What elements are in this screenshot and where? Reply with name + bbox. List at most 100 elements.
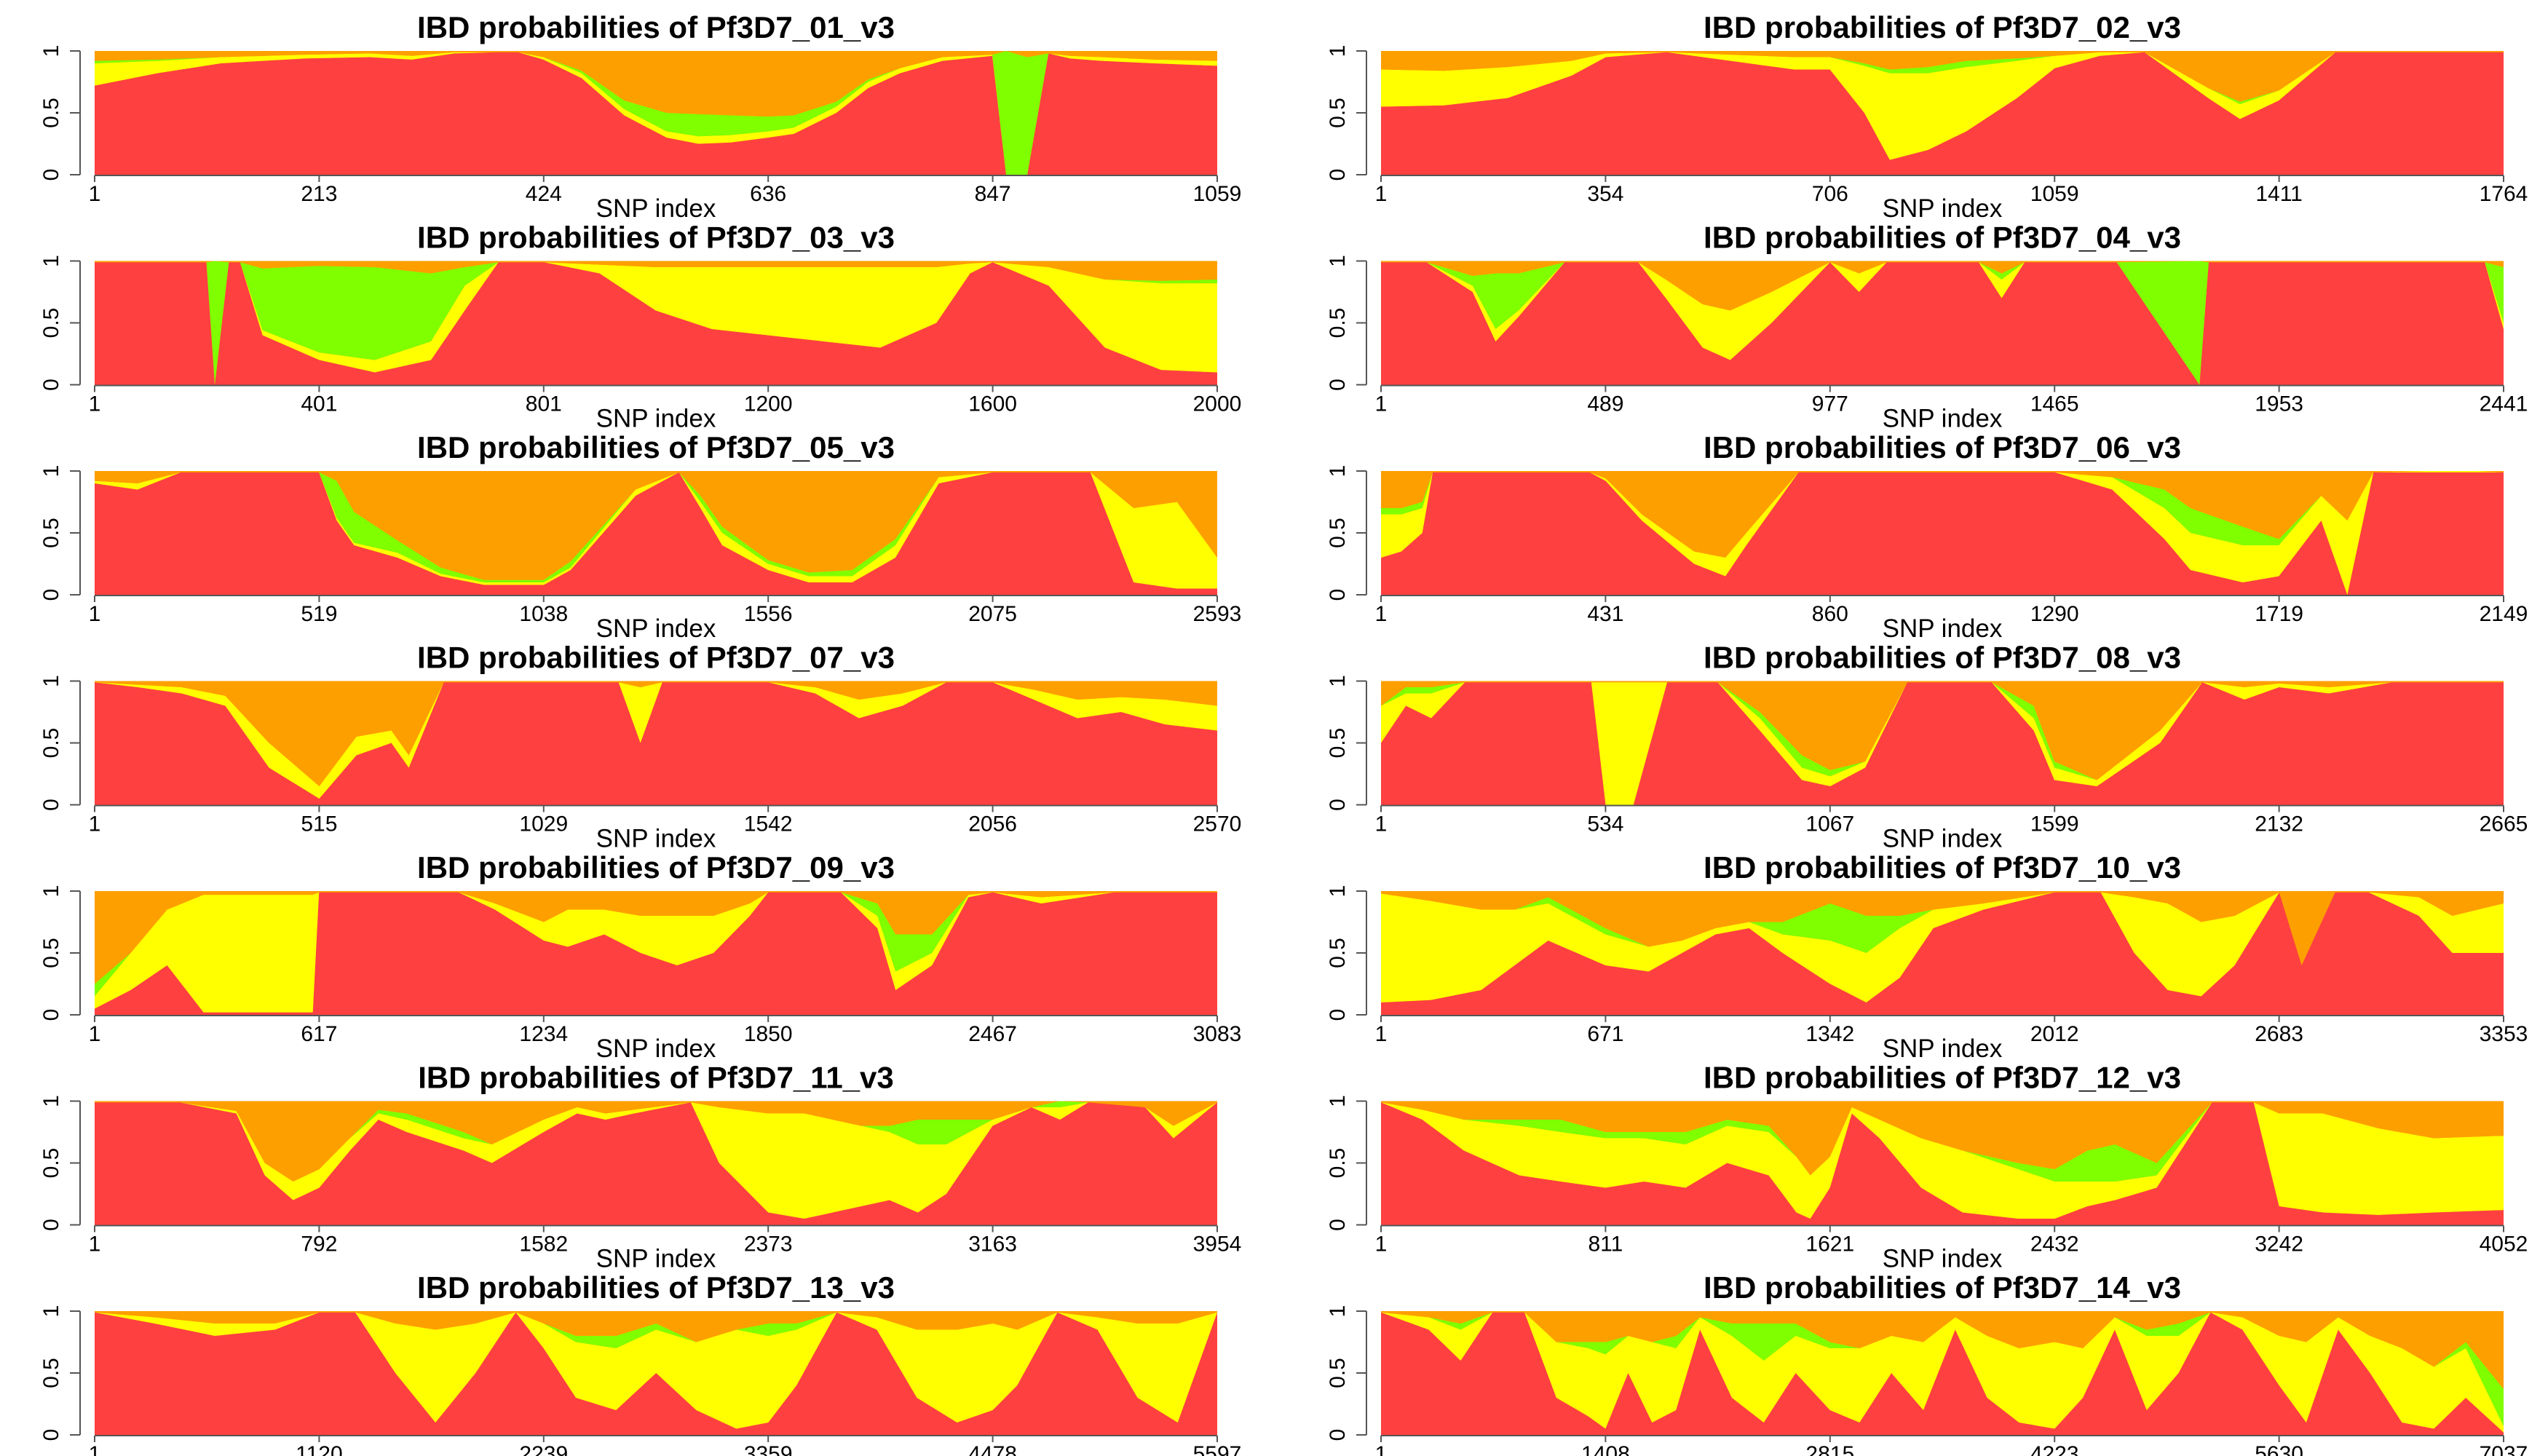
y-tick-label: 0 [1326, 379, 1350, 391]
x-tick-label: 706 [1812, 182, 1848, 206]
x-tick-label: 977 [1812, 392, 1848, 416]
y-tick-label: 0.5 [1326, 308, 1350, 339]
x-axis-label: SNP index [1883, 1455, 2003, 1456]
y-tick-label: 1 [1326, 1305, 1350, 1318]
ibd-area-green [95, 1101, 1217, 1182]
x-tick-label: 1 [89, 392, 101, 416]
x-tick-label: 617 [301, 1022, 337, 1046]
y-tick-label: 0 [39, 1219, 63, 1231]
x-tick-label: 1 [1375, 182, 1388, 206]
x-tick-label: 1542 [744, 812, 793, 836]
ibd-area-red [1381, 1102, 2504, 1225]
ibd-area-yellow [95, 892, 1217, 1013]
y-tick-label: 0 [1326, 589, 1350, 601]
chart-panel: IBD probabilities of Pf3D7_05_v3 0 0.5 1 1 51… [39, 430, 1241, 643]
x-tick-label: 3242 [2255, 1233, 2303, 1257]
x-axis-label: SNP index [596, 1245, 716, 1273]
x-tick-label: 3163 [968, 1233, 1017, 1257]
x-tick-label: 1719 [2255, 602, 2303, 626]
ibd-area-red [1381, 262, 2504, 385]
ibd-area-red [95, 892, 1217, 1015]
x-tick-label: 1 [89, 1442, 101, 1456]
chart-panel: IBD probabilities of Pf3D7_07_v3 0 0.5 1 1 51… [39, 641, 1241, 853]
y-tick-label: 0.5 [39, 938, 63, 968]
ibd-area-yellow [1381, 682, 2504, 805]
plot-title: IBD probabilities of Pf3D7_07_v3 [417, 641, 895, 675]
x-tick-label: 3353 [2480, 1022, 2528, 1046]
x-tick-label: 1038 [519, 602, 568, 626]
y-tick-label: 0 [1326, 1009, 1350, 1021]
ibd-area-yellow [1381, 471, 2504, 595]
x-tick-label: 1059 [1193, 182, 1242, 206]
ibd-area-green [1381, 892, 2504, 965]
ibd-area-yellow [1381, 52, 2504, 160]
x-tick-label: 3083 [1193, 1022, 1242, 1046]
chart-panel: IBD probabilities of Pf3D7_11_v3 0 0.5 1 1 79… [39, 1061, 1241, 1273]
x-tick-label: 4223 [2030, 1442, 2079, 1456]
chart-panel: IBD probabilities of Pf3D7_09_v3 0 0.5 1 1 61… [39, 850, 1241, 1063]
x-tick-label: 1234 [519, 1022, 568, 1046]
chart-panel: IBD probabilities of Pf3D7_14_v3 0 0.5 1 1 14… [1326, 1270, 2528, 1456]
chart-panel: IBD probabilities of Pf3D7_02_v3 0 0.5 1 1 35… [1326, 10, 2528, 223]
y-tick-label: 1 [39, 255, 63, 267]
x-tick-label: 1850 [744, 1022, 793, 1046]
ibd-area-orange [95, 1101, 1217, 1182]
x-tick-label: 3359 [744, 1442, 793, 1456]
ibd-area-red [95, 472, 1217, 595]
x-tick-label: 792 [301, 1233, 337, 1257]
x-tick-label: 1408 [1581, 1442, 1630, 1456]
x-tick-label: 2075 [968, 602, 1017, 626]
x-tick-label: 515 [301, 812, 337, 836]
x-tick-label: 2432 [2030, 1233, 2079, 1257]
x-tick-label: 811 [1588, 1233, 1623, 1257]
x-tick-label: 1 [1375, 602, 1388, 626]
y-tick-label: 1 [39, 885, 63, 898]
x-tick-label: 1582 [519, 1233, 568, 1257]
y-tick-label: 1 [39, 1305, 63, 1318]
y-tick-label: 0.5 [39, 1358, 63, 1388]
x-tick-label: 1599 [2030, 812, 2079, 836]
x-axis-label: SNP index [596, 1034, 716, 1063]
x-tick-label: 7037 [2480, 1442, 2528, 1456]
y-tick-label: 1 [39, 465, 63, 478]
x-tick-label: 2239 [519, 1442, 568, 1456]
ibd-area-orange [1381, 891, 2504, 965]
y-tick-label: 0 [1326, 799, 1350, 811]
x-tick-label: 1059 [2030, 182, 2079, 206]
x-tick-label: 1290 [2030, 602, 2079, 626]
y-tick-label: 0.5 [1326, 938, 1350, 968]
y-tick-label: 0.5 [39, 98, 63, 128]
x-tick-label: 1342 [1805, 1022, 1854, 1046]
x-tick-label: 2373 [744, 1233, 793, 1257]
x-axis-label: SNP index [1883, 194, 2003, 223]
plot-title: IBD probabilities of Pf3D7_01_v3 [417, 10, 895, 44]
x-tick-label: 534 [1587, 812, 1623, 836]
x-axis-label: SNP index [1883, 614, 2003, 643]
x-axis-label: SNP index [596, 194, 716, 223]
ibd-area-red [95, 682, 1217, 805]
x-tick-label: 847 [975, 182, 1011, 206]
x-tick-label: 213 [301, 182, 337, 206]
y-tick-label: 0.5 [1326, 98, 1350, 128]
x-tick-label: 424 [526, 182, 562, 206]
x-tick-label: 1 [1375, 392, 1388, 416]
x-tick-label: 1 [89, 182, 101, 206]
ibd-area-orange [95, 891, 1217, 984]
ibd-area-orange [1381, 471, 2504, 558]
y-tick-label: 1 [1326, 465, 1350, 478]
x-tick-label: 1764 [2480, 182, 2528, 206]
plot-title: IBD probabilities of Pf3D7_03_v3 [417, 221, 895, 255]
y-tick-label: 1 [1326, 45, 1350, 58]
ibd-area-yellow [95, 262, 1217, 385]
chart-panel: IBD probabilities of Pf3D7_03_v3 0 0.5 1 1 40… [39, 221, 1241, 433]
x-axis-label: SNP index [1883, 1034, 2003, 1063]
y-tick-label: 0.5 [39, 518, 63, 548]
y-tick-label: 0.5 [39, 1148, 63, 1179]
ibd-area-red [1381, 472, 2504, 595]
x-tick-label: 2441 [2480, 392, 2528, 416]
x-tick-label: 5630 [2255, 1442, 2303, 1456]
plot-title: IBD probabilities of Pf3D7_14_v3 [1704, 1270, 2181, 1305]
y-tick-label: 1 [1326, 675, 1350, 687]
ibd-area-green [1381, 471, 2504, 558]
